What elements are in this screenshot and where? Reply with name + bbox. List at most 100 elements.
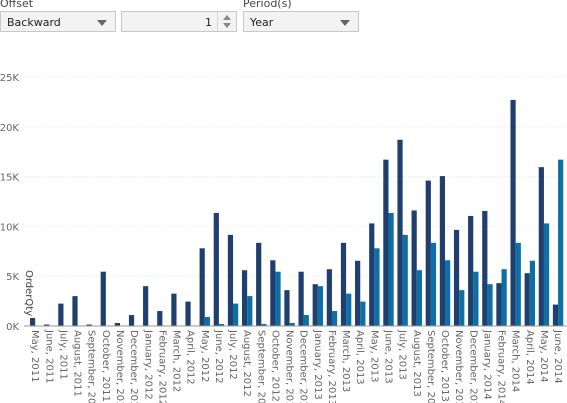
bar-s2[interactable] bbox=[275, 271, 281, 326]
bar-s2[interactable] bbox=[317, 286, 324, 326]
x-tick-label: August, 2011 bbox=[72, 330, 83, 397]
bar-s2[interactable] bbox=[515, 242, 521, 326]
bar-s2[interactable] bbox=[487, 284, 493, 326]
x-tick-label: May, 2014 bbox=[538, 330, 549, 382]
bar-s2[interactable] bbox=[473, 271, 479, 326]
x-tick-label: July, 2011 bbox=[57, 329, 68, 380]
bar-s1[interactable] bbox=[284, 290, 290, 326]
chevron-down-icon bbox=[340, 20, 350, 26]
bar-s2[interactable] bbox=[218, 324, 225, 326]
bar-s2[interactable] bbox=[402, 234, 408, 326]
bar-s1[interactable] bbox=[510, 99, 516, 327]
bar-s1[interactable] bbox=[397, 139, 403, 326]
y-tick-label: 5K bbox=[6, 272, 19, 283]
x-tick-label: March, 2012 bbox=[171, 330, 182, 392]
x-tick-label: August, 2012 bbox=[241, 330, 252, 397]
bar-s2[interactable] bbox=[360, 301, 366, 326]
bar-s2[interactable] bbox=[204, 317, 210, 326]
period-dropdown[interactable]: Year bbox=[243, 11, 359, 32]
bar-s1[interactable] bbox=[227, 234, 234, 326]
bar-s1[interactable] bbox=[44, 324, 50, 326]
bar-s1[interactable] bbox=[241, 270, 248, 326]
bar-s1[interactable] bbox=[355, 260, 361, 326]
bar-s1[interactable] bbox=[326, 269, 332, 326]
x-tick-label: August, 2013 bbox=[411, 330, 422, 397]
bar-s2[interactable] bbox=[374, 248, 380, 326]
bar-s2[interactable] bbox=[558, 159, 564, 326]
bar-s1[interactable] bbox=[482, 210, 488, 326]
increment-icon[interactable] bbox=[223, 15, 231, 20]
bar-s2[interactable] bbox=[388, 212, 394, 326]
x-tick-label: January, 2012 bbox=[142, 329, 153, 400]
bar-s1[interactable] bbox=[468, 215, 474, 326]
x-tick-label: November, 2011 bbox=[114, 330, 125, 403]
bar-s1[interactable] bbox=[369, 223, 375, 326]
grid-lines bbox=[24, 76, 567, 277]
bar-s1[interactable] bbox=[524, 273, 530, 326]
bar-s2[interactable] bbox=[233, 303, 239, 326]
bar-s2[interactable] bbox=[331, 311, 338, 326]
bar-s1[interactable] bbox=[453, 229, 460, 326]
x-tick-label: June, 2014 bbox=[552, 329, 563, 384]
x-tick-label: September, 2011 bbox=[86, 330, 97, 403]
bar-s1[interactable] bbox=[383, 159, 389, 326]
bar-s1[interactable] bbox=[439, 176, 446, 326]
bar-s1[interactable] bbox=[552, 304, 559, 326]
bar-s2[interactable] bbox=[289, 323, 295, 326]
offset-label: Offset bbox=[0, 0, 34, 10]
offset-stepper[interactable]: 1 bbox=[121, 11, 237, 32]
bar-s1[interactable] bbox=[199, 248, 205, 326]
bar-s1[interactable] bbox=[114, 323, 120, 326]
x-tick-label: April, 2012 bbox=[185, 330, 196, 385]
x-tick-label: September, 2012 bbox=[255, 330, 266, 403]
x-tick-label: April, 2014 bbox=[524, 330, 535, 385]
bar-s1[interactable] bbox=[143, 286, 149, 326]
bar-s2[interactable] bbox=[430, 242, 437, 326]
chevron-down-icon bbox=[97, 20, 107, 26]
bar-s2[interactable] bbox=[543, 223, 550, 326]
x-tick-label: March, 2014 bbox=[510, 330, 521, 392]
y-tick-label: 10K bbox=[0, 222, 19, 233]
bar-s2[interactable] bbox=[416, 270, 422, 326]
bar-s2[interactable] bbox=[459, 290, 465, 326]
bar-s1[interactable] bbox=[298, 271, 304, 326]
x-tick-label: February, 2014 bbox=[496, 330, 507, 403]
bar-s2[interactable] bbox=[501, 269, 507, 326]
bar-s1[interactable] bbox=[185, 301, 191, 326]
bar-s1[interactable] bbox=[340, 242, 347, 326]
bar-s1[interactable] bbox=[270, 260, 276, 326]
x-tick-label: May, 2011 bbox=[29, 330, 40, 382]
stepper-arrows[interactable] bbox=[217, 12, 236, 31]
bar-s1[interactable] bbox=[256, 242, 262, 326]
bar-s2[interactable] bbox=[247, 296, 253, 326]
bar-s2[interactable] bbox=[346, 293, 352, 326]
bar-s1[interactable] bbox=[411, 210, 417, 326]
bar-s1[interactable] bbox=[538, 167, 544, 326]
bar-s1[interactable] bbox=[86, 324, 92, 326]
direction-value: Backward bbox=[7, 16, 61, 29]
bar-s1[interactable] bbox=[72, 296, 78, 326]
x-tick-label: May, 2012 bbox=[199, 330, 210, 382]
direction-dropdown[interactable]: Backward bbox=[0, 11, 116, 32]
bar-s2[interactable] bbox=[529, 260, 536, 326]
x-tick-label: January, 2014 bbox=[481, 329, 492, 400]
bar-s1[interactable] bbox=[425, 180, 431, 326]
decrement-icon[interactable] bbox=[223, 23, 231, 28]
x-tick-label: February, 2013 bbox=[326, 330, 337, 403]
bar-s1[interactable] bbox=[312, 284, 318, 326]
bar-s1[interactable] bbox=[128, 315, 135, 326]
x-tick-label: December, 2011 bbox=[128, 330, 139, 403]
bar-s1[interactable] bbox=[496, 283, 502, 326]
bar-s2[interactable] bbox=[261, 324, 267, 326]
bar-s1[interactable] bbox=[100, 271, 106, 326]
bar-s1[interactable] bbox=[213, 212, 219, 326]
bar-s1[interactable] bbox=[157, 311, 163, 326]
bar-s2[interactable] bbox=[303, 315, 309, 326]
x-axis-ticks: May, 2011 June, 2011 July, 2011 August, 201… bbox=[29, 329, 563, 403]
bar-s2[interactable] bbox=[445, 260, 451, 326]
bar-s1[interactable] bbox=[58, 303, 64, 326]
bar-s1[interactable] bbox=[30, 318, 36, 326]
bar-s1[interactable] bbox=[171, 293, 177, 326]
x-tick-label: January, 2013 bbox=[312, 329, 323, 400]
